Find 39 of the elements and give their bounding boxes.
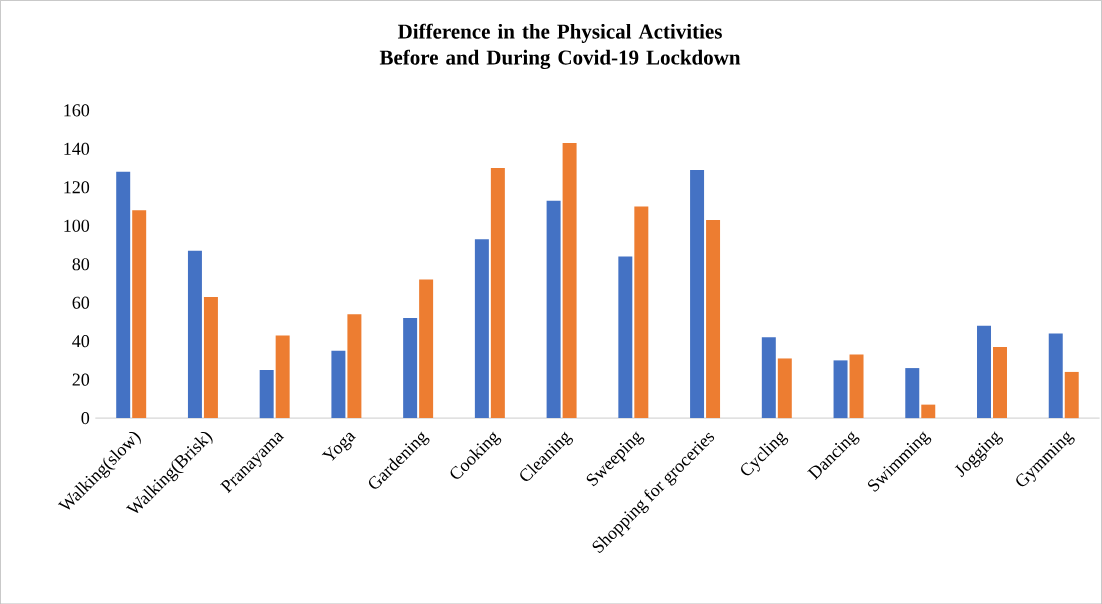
- bar: [419, 279, 434, 418]
- bar: [187, 250, 202, 418]
- bar: [546, 200, 561, 418]
- y-tick-label: 20: [72, 373, 90, 386]
- bar: [562, 142, 577, 418]
- x-tick-label: Yoga: [321, 432, 356, 461]
- bar: [706, 219, 721, 418]
- bar: [474, 239, 489, 418]
- y-tick-label: 140: [64, 142, 90, 155]
- bar: [116, 171, 131, 418]
- bar: [618, 256, 633, 418]
- bar: [977, 325, 991, 418]
- y-tick-label: 60: [72, 296, 90, 309]
- bar: [690, 169, 705, 418]
- y-tick-label: 120: [64, 181, 90, 194]
- chart-title: Difference in the Physical Activities Before and During Covid-19 Lockdown: [379, 23, 741, 69]
- bar: [634, 206, 649, 418]
- bar: [849, 354, 864, 418]
- bar: [331, 350, 346, 418]
- y-tick-label: 160: [64, 104, 90, 117]
- bar: [490, 167, 505, 418]
- bar: [275, 335, 290, 418]
- bar: [1048, 333, 1063, 418]
- bar: [403, 317, 418, 418]
- bar: [833, 360, 848, 418]
- y-tick-label: 40: [72, 334, 90, 348]
- bar: [777, 358, 792, 418]
- y-tick-label: 0: [81, 411, 90, 424]
- bar: [259, 369, 274, 418]
- bar: [1064, 371, 1079, 418]
- bar: [993, 346, 1007, 418]
- bar: [347, 314, 362, 418]
- bar: [761, 337, 776, 418]
- y-tick-label: 80: [72, 257, 90, 271]
- bar: [203, 296, 218, 418]
- bar: [921, 404, 936, 418]
- y-tick-label: 100: [64, 219, 90, 232]
- bar: [905, 367, 920, 418]
- bar: [132, 210, 147, 418]
